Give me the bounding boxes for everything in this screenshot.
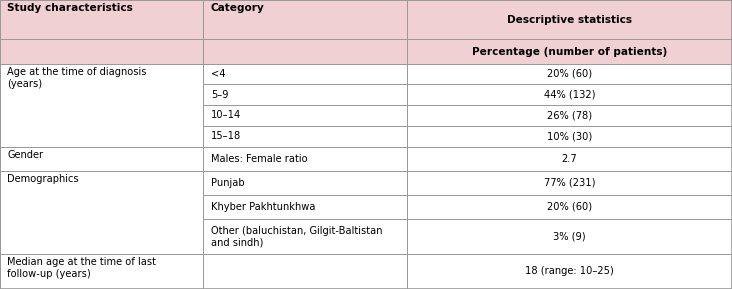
Text: Median age at the time of last
follow-up (years): Median age at the time of last follow-up… [7,257,157,279]
Bar [407,64,732,84]
Bar [203,64,407,84]
Text: Males: Female ratio: Males: Female ratio [211,153,307,164]
Bar [407,105,732,126]
Bar [203,40,407,64]
Text: 10–14: 10–14 [211,110,241,121]
Bar [0,254,203,289]
Text: Demographics: Demographics [7,174,79,184]
Text: Punjab: Punjab [211,178,244,188]
Bar [407,171,732,195]
Text: Gender: Gender [7,150,43,160]
Bar [203,84,407,105]
Bar [407,147,732,171]
Bar [407,126,732,147]
Text: 10% (30): 10% (30) [547,131,592,141]
Text: 18 (range: 10–25): 18 (range: 10–25) [525,266,614,277]
Bar [203,126,407,147]
Text: 20% (60): 20% (60) [547,202,592,212]
Bar [0,171,203,254]
Bar [407,195,732,219]
Bar [203,195,407,219]
Bar [203,0,407,40]
Text: 2.7: 2.7 [561,153,578,164]
Bar [203,219,407,254]
Bar [203,105,407,126]
Bar [0,0,203,40]
Text: Descriptive statistics: Descriptive statistics [507,15,632,25]
Bar [407,84,732,105]
Bar [0,40,203,64]
Bar [203,254,407,289]
Bar [407,40,732,64]
Text: Percentage (number of patients): Percentage (number of patients) [472,47,667,57]
Text: 77% (231): 77% (231) [544,178,595,188]
Text: 20% (60): 20% (60) [547,69,592,79]
Bar [0,147,203,171]
Text: <4: <4 [211,69,225,79]
Bar [203,171,407,195]
Bar [407,219,732,254]
Text: Study characteristics: Study characteristics [7,3,133,14]
Text: Age at the time of diagnosis
(years): Age at the time of diagnosis (years) [7,67,147,89]
Text: Category: Category [211,3,265,14]
Bar [407,254,732,289]
Text: 3% (9): 3% (9) [553,231,586,241]
Text: Khyber Pakhtunkhwa: Khyber Pakhtunkhwa [211,202,315,212]
Text: 15–18: 15–18 [211,131,241,141]
Text: 44% (132): 44% (132) [544,90,595,100]
Text: 5–9: 5–9 [211,90,228,100]
Text: Other (baluchistan, Gilgit-Baltistan
and sindh): Other (baluchistan, Gilgit-Baltistan and… [211,225,382,247]
Bar [203,147,407,171]
Bar [407,0,732,40]
Bar [0,64,203,147]
Text: 26% (78): 26% (78) [547,110,592,121]
